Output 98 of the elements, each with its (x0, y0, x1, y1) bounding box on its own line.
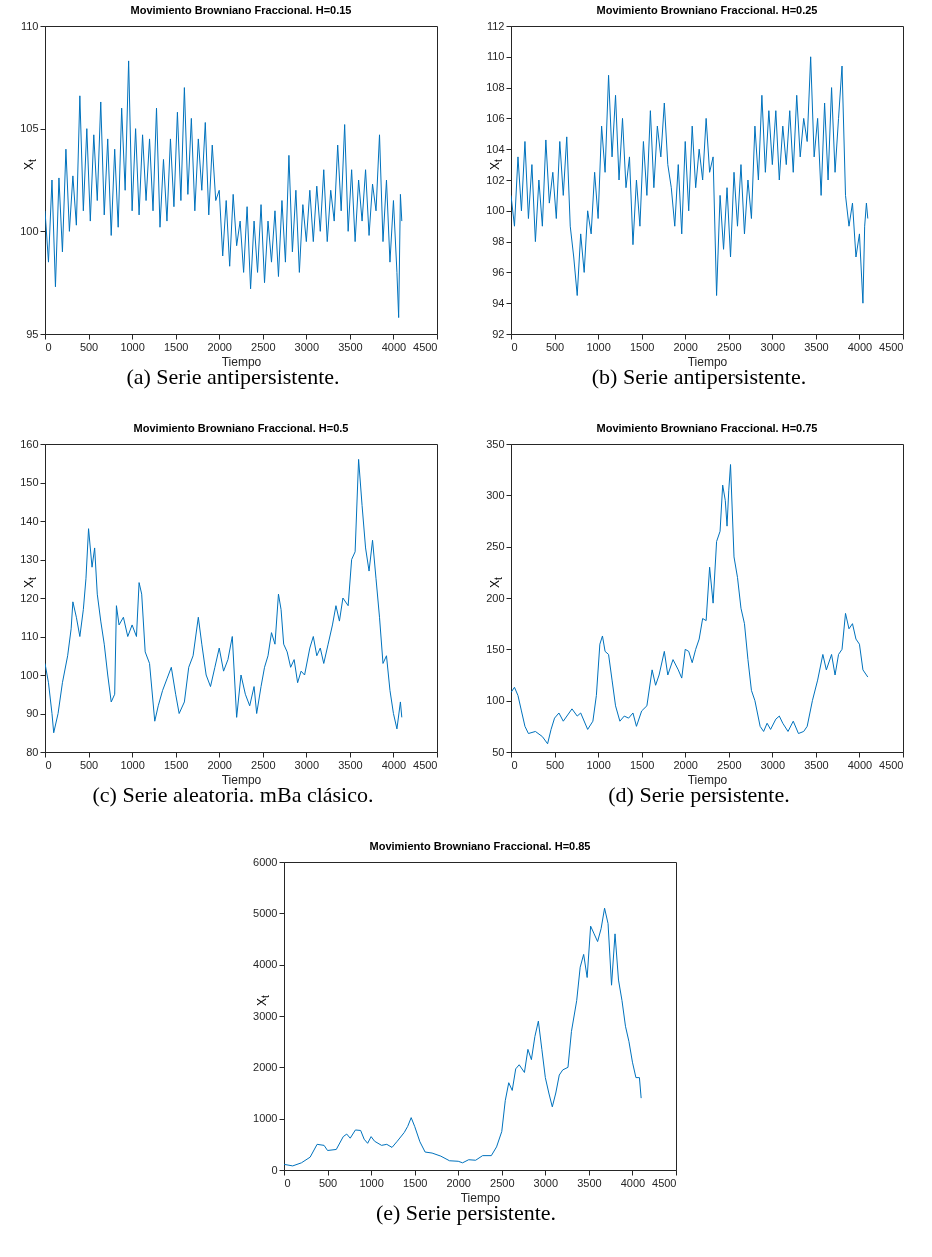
y-tick-label: 4000 (253, 958, 278, 971)
x-tick-label: 0 (511, 340, 518, 353)
y-tick-label: 6000 (253, 855, 278, 868)
x-tick-label: 3500 (338, 340, 363, 353)
line-series (45, 60, 403, 319)
y-tick-label: 90 (26, 707, 39, 719)
y-tick-label: 200 (486, 591, 505, 604)
x-tick-label: 1500 (629, 758, 655, 771)
x-tick-label: 500 (545, 758, 565, 771)
y-tick-label: 108 (486, 81, 505, 94)
y-tick-label: 112 (486, 19, 505, 32)
y-tick-label: 100 (20, 668, 39, 681)
y-tick-label: 0 (271, 1163, 278, 1176)
x-tick-label: 3500 (338, 758, 363, 771)
x-tick-label: 4500 (652, 1176, 677, 1189)
y-tick-label: 160 (20, 437, 39, 450)
x-tick-label: 1500 (402, 1176, 428, 1189)
x-tick-label: 2000 (673, 758, 698, 771)
x-tick-label: 1500 (629, 340, 655, 353)
line-series (511, 464, 869, 745)
x-tick-label: 500 (79, 340, 99, 353)
y-tick-label: 100 (20, 224, 39, 237)
x-tick-label: 4000 (847, 340, 873, 353)
y-tick-label: 100 (486, 694, 505, 707)
x-tick-label: 4000 (620, 1176, 646, 1189)
x-tick-label: 2500 (717, 758, 742, 771)
x-tick-label: 0 (45, 340, 52, 353)
x-tick-label: 2000 (207, 340, 232, 353)
chart-title: Movimiento Browniano Fraccional. H=0.75 (596, 422, 818, 434)
y-tick-label: 300 (486, 488, 505, 501)
y-tick-label: 105 (20, 122, 39, 135)
x-tick-label: 2500 (490, 1176, 515, 1189)
y-tick-label: 104 (486, 142, 505, 155)
y-tick-label: 3000 (253, 1009, 278, 1022)
y-tick-label: 130 (20, 553, 39, 565)
y-tick-label: 96 (492, 265, 505, 278)
y-tick-label: 102 (486, 173, 505, 186)
y-tick-label: 80 (26, 745, 39, 758)
x-tick-label: 2500 (251, 340, 276, 353)
y-tick-label: 5000 (253, 906, 278, 919)
y-tick-label: 1000 (253, 1112, 278, 1125)
x-tick-label: 1000 (120, 758, 145, 771)
x-tick-label: 4000 (381, 758, 407, 771)
x-tick-label: 2000 (673, 340, 698, 353)
x-tick-label: 0 (284, 1176, 291, 1189)
x-tick-label: 1000 (586, 340, 611, 353)
x-tick-label: 500 (79, 758, 99, 771)
y-tick-label: 50 (492, 745, 505, 758)
y-tick-label: 98 (492, 235, 505, 248)
line-series (284, 907, 642, 1167)
y-tick-label: 250 (486, 540, 505, 553)
y-tick-label: 110 (20, 630, 39, 642)
y-tick-label: 92 (492, 327, 505, 340)
x-tick-label: 2000 (446, 1176, 471, 1189)
x-tick-label: 500 (318, 1176, 338, 1189)
x-tick-label: 0 (45, 758, 52, 771)
y-tick-label: 110 (20, 19, 39, 32)
chart-title: Movimiento Browniano Fraccional. H=0.25 (596, 4, 818, 16)
x-tick-label: 3000 (294, 340, 320, 353)
chart-title: Movimiento Browniano Fraccional. H=0.15 (130, 4, 352, 16)
y-tick-label: 120 (20, 591, 39, 604)
chart-title: Movimiento Browniano Fraccional. H=0.5 (133, 422, 349, 434)
x-tick-label: 3500 (804, 758, 829, 771)
x-tick-label: 3000 (533, 1176, 559, 1189)
x-tick-label: 2500 (717, 340, 742, 353)
line-series (511, 56, 869, 304)
x-tick-label: 0 (511, 758, 518, 771)
y-tick-label: 350 (486, 437, 505, 450)
x-tick-label: 1000 (586, 758, 611, 771)
x-tick-label: 500 (545, 340, 565, 353)
y-tick-label: 150 (20, 476, 39, 488)
x-tick-label: 4500 (413, 758, 438, 771)
y-tick-label: 94 (492, 296, 505, 309)
x-tick-label: 4500 (413, 340, 438, 353)
x-tick-label: 4500 (879, 758, 904, 771)
x-tick-label: 1000 (120, 340, 145, 353)
x-tick-label: 3500 (804, 340, 829, 353)
x-tick-label: 1500 (163, 758, 189, 771)
y-tick-label: 100 (486, 204, 505, 217)
y-tick-label: 140 (20, 514, 39, 527)
x-tick-label: 3500 (577, 1176, 602, 1189)
x-tick-label: 2500 (251, 758, 276, 771)
x-tick-label: 4000 (847, 758, 873, 771)
x-tick-label: 4500 (879, 340, 904, 353)
y-tick-label: 110 (486, 50, 505, 63)
y-tick-label: 95 (26, 327, 39, 340)
y-tick-label: 2000 (253, 1060, 278, 1073)
x-tick-label: 1500 (163, 340, 189, 353)
x-tick-label: 3000 (760, 758, 786, 771)
x-tick-label: 3000 (760, 340, 786, 353)
x-tick-label: 3000 (294, 758, 320, 771)
x-tick-label: 4000 (381, 340, 407, 353)
y-tick-label: 150 (486, 642, 505, 655)
y-tick-label: 106 (486, 111, 505, 124)
chart-title: Movimiento Browniano Fraccional. H=0.85 (369, 840, 591, 852)
x-tick-label: 2000 (207, 758, 232, 771)
x-tick-label: 1000 (359, 1176, 384, 1189)
line-series (45, 458, 403, 734)
